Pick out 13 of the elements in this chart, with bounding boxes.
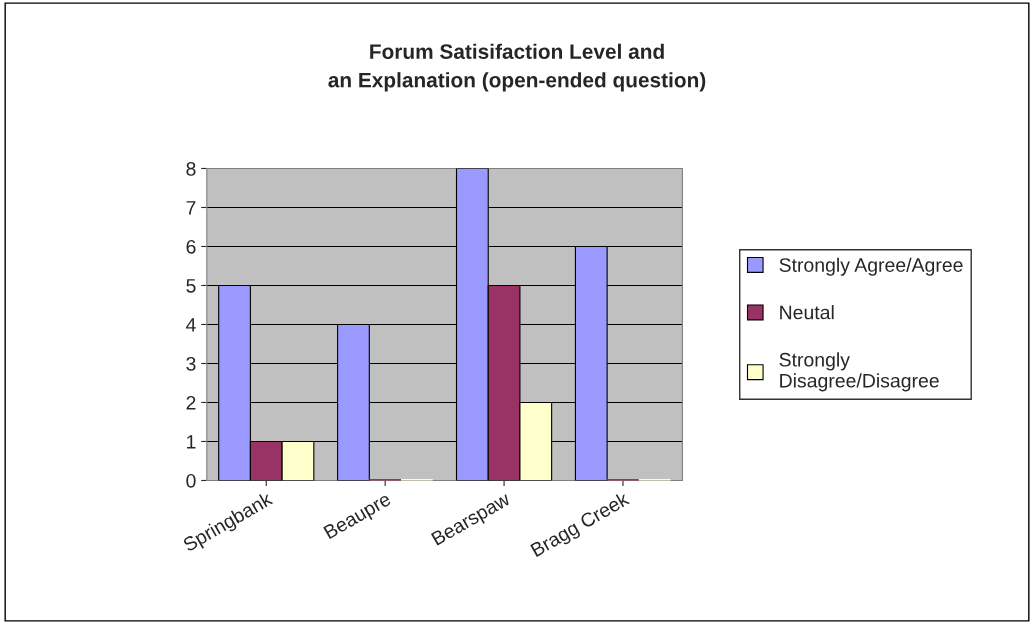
y-tick-label: 4 xyxy=(186,318,196,332)
y-tick-label: 6 xyxy=(186,239,196,254)
y-tick-label: 8 xyxy=(186,161,196,176)
y-tick-label: 3 xyxy=(186,356,196,371)
legend-label: Neutal xyxy=(780,305,834,320)
legend-label: Strongly Disagree/Disagree xyxy=(779,352,939,392)
y-tick-label: 7 xyxy=(186,201,196,215)
legend-label: Strongly Agree/Agree xyxy=(779,257,963,276)
chart-title: Forum Satisifaction Level and an Explanation (open-ended question) xyxy=(328,43,706,92)
y-tick-label: 0 xyxy=(186,473,196,488)
y-tick-label: 1 xyxy=(187,435,196,449)
y-tick-label: 2 xyxy=(186,395,196,410)
y-tick-label: 5 xyxy=(186,279,196,293)
